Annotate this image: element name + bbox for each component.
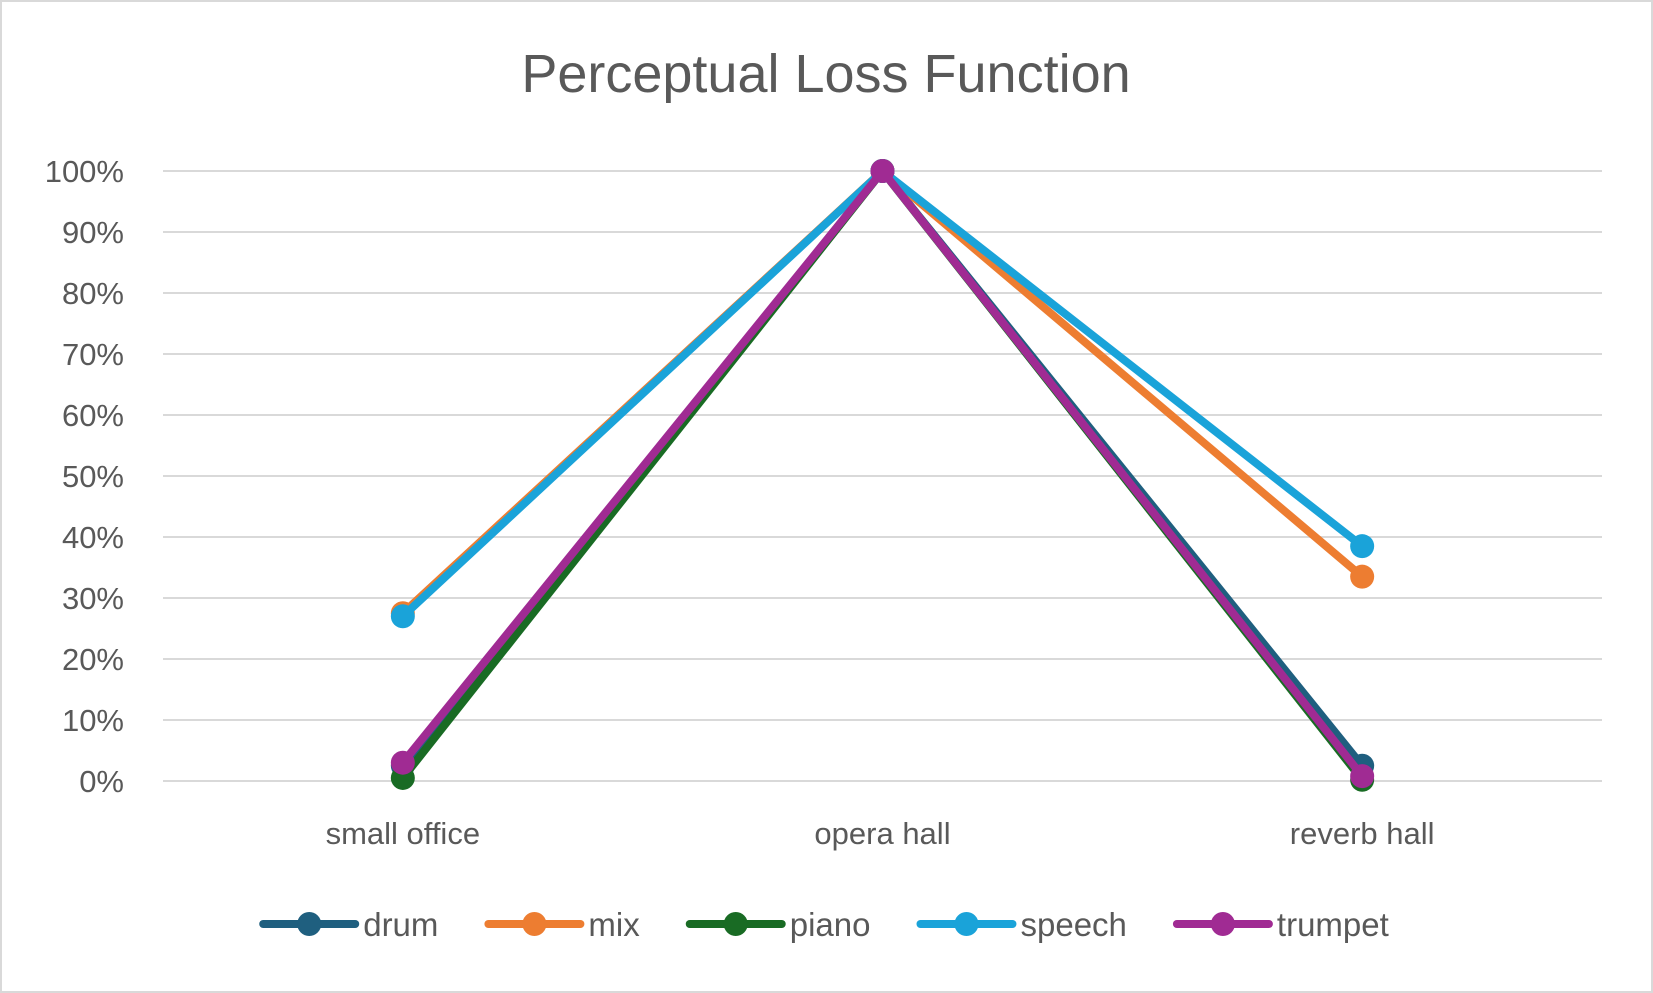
- data-point: [390, 750, 415, 775]
- legend-marker: [522, 912, 547, 936]
- x-category-label: opera hall: [814, 816, 950, 851]
- y-tick-label: 70%: [62, 337, 124, 372]
- legend-item-drum: drum: [259, 906, 438, 943]
- legend-item-trumpet: trumpet: [1172, 906, 1389, 943]
- legend-marker: [1210, 912, 1235, 936]
- x-category-label: reverb hall: [1290, 816, 1435, 851]
- y-tick-label: 0%: [79, 764, 124, 799]
- data-point: [1350, 564, 1375, 589]
- y-tick-label: 90%: [62, 215, 124, 250]
- legend-label: mix: [588, 906, 640, 943]
- series-line: [398, 167, 1367, 770]
- legend-label: speech: [1020, 906, 1126, 943]
- series-mix: [390, 159, 1375, 626]
- y-tick-label: 100%: [45, 154, 124, 189]
- y-tick-label: 50%: [62, 459, 124, 494]
- legend-label: drum: [363, 906, 438, 943]
- legend-item-mix: mix: [484, 906, 640, 943]
- legend-marker: [954, 912, 979, 936]
- series-speech: [390, 159, 1375, 629]
- chart-title: Perceptual Loss Function: [521, 44, 1130, 104]
- series-lines: [390, 159, 1375, 792]
- legend-item-piano: piano: [685, 906, 871, 943]
- data-point: [390, 604, 415, 629]
- legend-item-speech: speech: [916, 906, 1127, 943]
- series-line: [398, 167, 1367, 621]
- y-tick-label: 40%: [62, 520, 124, 555]
- y-tick-label: 20%: [62, 642, 124, 677]
- x-category-label: small office: [326, 816, 481, 851]
- series-line: [398, 167, 1367, 618]
- legend-marker: [297, 912, 322, 936]
- data-point: [1350, 534, 1375, 559]
- series-trumpet: [390, 159, 1375, 789]
- y-tick-label: 30%: [62, 581, 124, 616]
- data-point: [1350, 764, 1375, 789]
- gridlines: [163, 170, 1602, 782]
- legend-marker: [723, 912, 748, 936]
- legend-label: trumpet: [1277, 906, 1389, 943]
- legend: drum mix piano speech trumpet: [259, 906, 1389, 943]
- legend-label: piano: [790, 906, 871, 943]
- y-tick-label: 10%: [62, 703, 124, 738]
- series-drum: [390, 159, 1375, 778]
- data-point: [870, 159, 895, 183]
- y-tick-label: 60%: [62, 398, 124, 433]
- y-axis-tick-labels: 0% 10% 20% 30% 40% 50% 60% 70% 80% 90% 100%: [45, 154, 124, 799]
- series-line: [398, 167, 1367, 781]
- x-axis-category-labels: small office opera hall reverb hall: [326, 816, 1435, 851]
- y-tick-label: 80%: [62, 276, 124, 311]
